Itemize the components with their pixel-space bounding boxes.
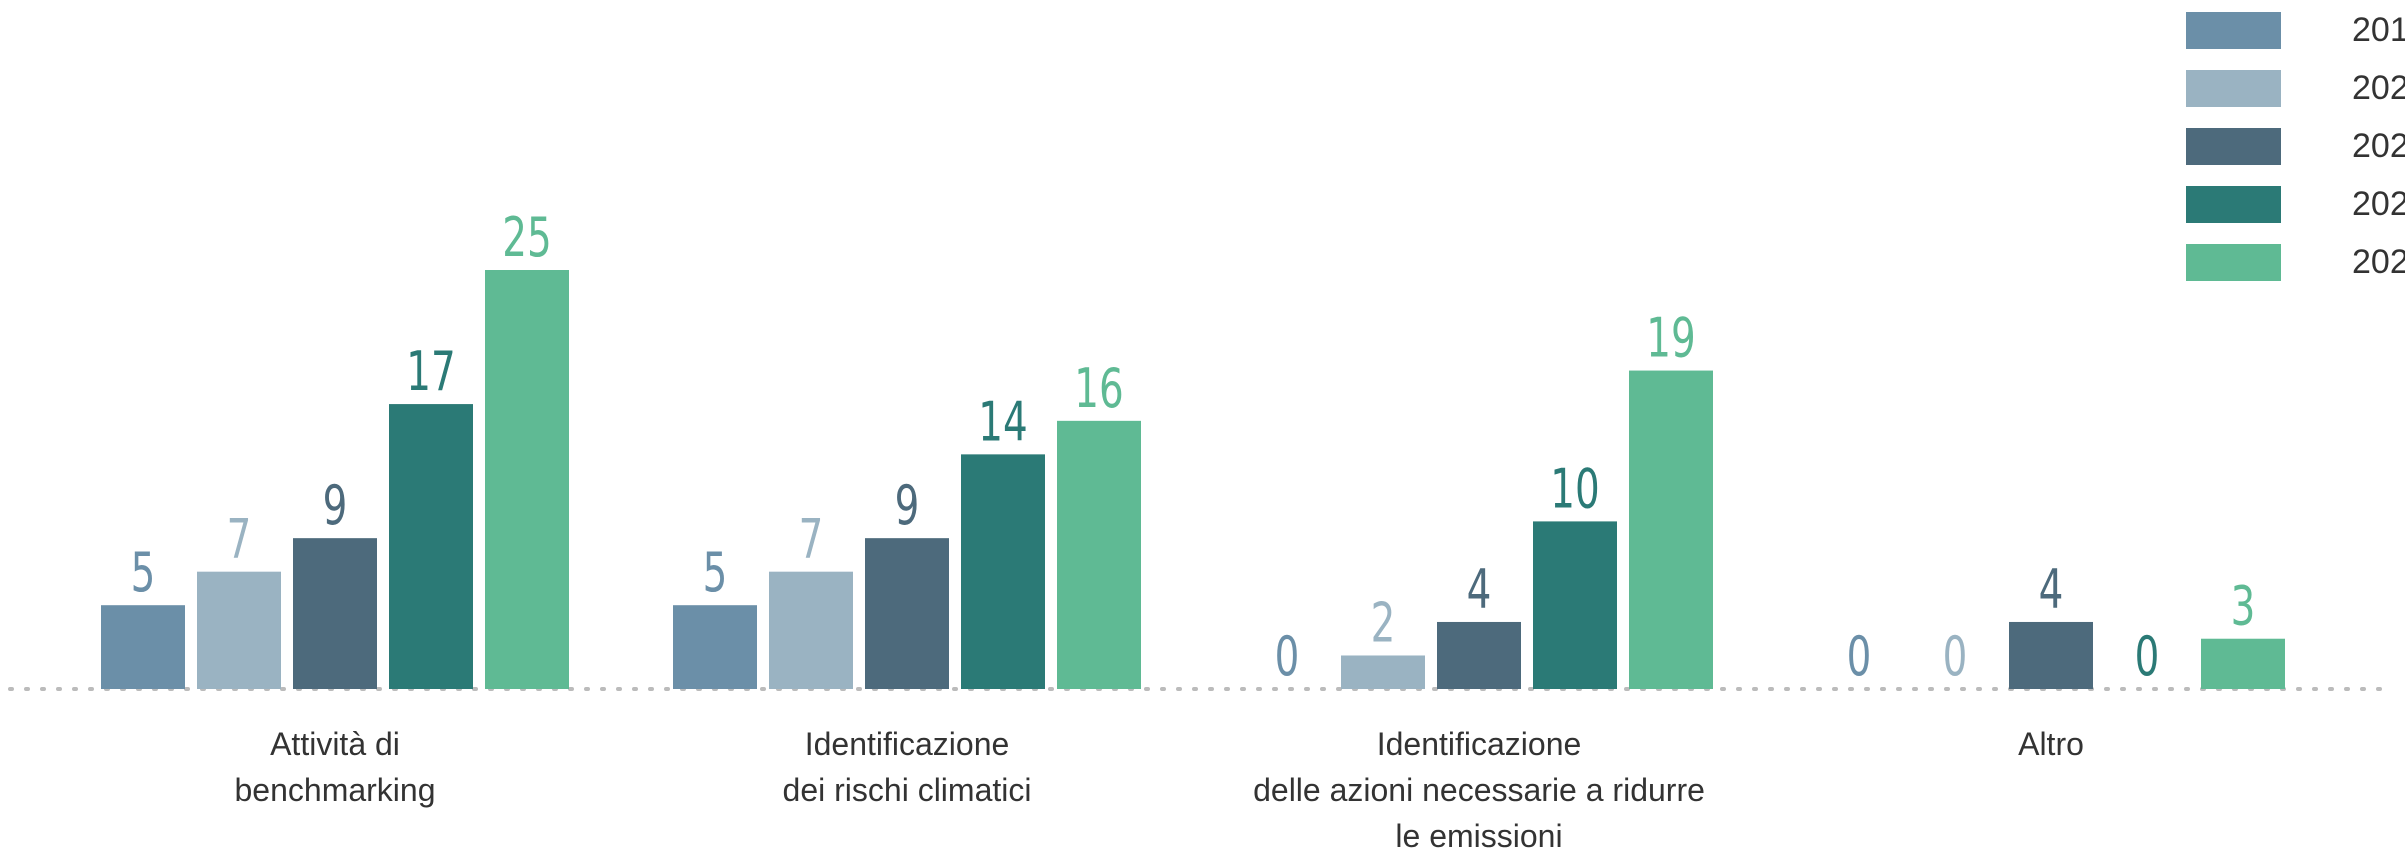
value-label: 0 (1943, 626, 1968, 689)
value-label: 5 (703, 542, 728, 605)
legend-label: 2021 (2352, 127, 2405, 165)
value-label: 14 (978, 391, 1027, 454)
value-label: 4 (1467, 559, 1492, 622)
legend-swatch (2186, 128, 2281, 165)
legend-label: 2023 (2352, 243, 2405, 281)
bar (1437, 621, 1521, 689)
value-label: 9 (323, 475, 348, 538)
bar (1057, 420, 1141, 689)
value-label: 16 (1074, 357, 1123, 420)
value-label: 0 (1847, 626, 1872, 689)
legend-swatch (2186, 70, 2281, 107)
bar (1629, 370, 1713, 689)
value-label: 7 (799, 508, 824, 571)
value-label: 5 (131, 542, 156, 605)
value-label: 0 (2135, 626, 2160, 689)
bar (293, 538, 377, 689)
bar (485, 270, 569, 689)
bar (2201, 638, 2285, 689)
value-label: 4 (2039, 559, 2064, 622)
legend-label: 2020 (2352, 69, 2405, 107)
value-label: 9 (895, 475, 920, 538)
value-label: 10 (1550, 458, 1599, 521)
legend-swatch (2186, 186, 2281, 223)
legend-swatch (2186, 12, 2281, 49)
legend-swatch (2186, 244, 2281, 281)
value-label: 17 (406, 341, 455, 404)
category-label: Identificazione delle azioni necessarie a… (1253, 726, 1705, 848)
bar (2009, 621, 2093, 689)
bar (865, 538, 949, 689)
bar (673, 605, 757, 689)
value-label: 0 (1275, 626, 1300, 689)
category-label: Attività di benchmarking (235, 726, 436, 808)
bar (389, 404, 473, 689)
value-label: 2 (1371, 592, 1396, 655)
value-label: 3 (2231, 575, 2256, 638)
bar (101, 605, 185, 689)
legend-label: 2019 (2352, 11, 2405, 49)
category-label: Identificazione dei rischi climatici (783, 726, 1032, 808)
bar (769, 571, 853, 689)
bar (1533, 521, 1617, 689)
bar (197, 571, 281, 689)
category-label: Altro (2018, 726, 2084, 762)
bar (1341, 655, 1425, 689)
bar (961, 454, 1045, 689)
value-label: 19 (1646, 307, 1695, 370)
value-label: 7 (227, 508, 252, 571)
value-label: 25 (502, 207, 551, 270)
